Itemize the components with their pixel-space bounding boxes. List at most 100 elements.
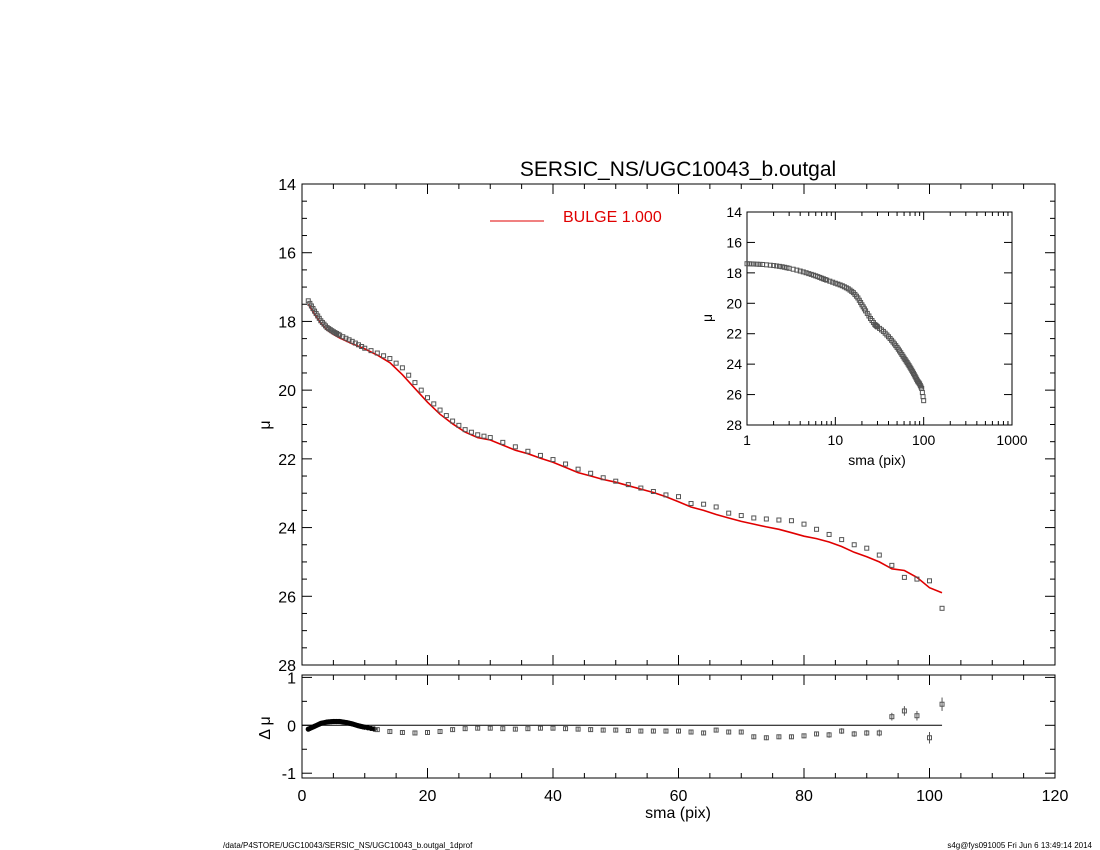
inset-data-point	[777, 263, 783, 269]
profile-data-point	[726, 510, 732, 516]
profile-data-point	[738, 513, 744, 519]
residual-y-axis-label: Δ μ	[257, 716, 274, 739]
x-tick-label: 120	[1042, 788, 1069, 805]
residual-data-point	[763, 735, 769, 741]
profile-data-point	[456, 422, 462, 428]
residual-data-point	[876, 730, 882, 736]
residual-data-point	[412, 730, 418, 736]
residual-data-point	[525, 726, 531, 732]
residual-data-point	[563, 726, 569, 732]
profile-data-point	[613, 478, 619, 484]
profile-data-point	[676, 494, 681, 500]
profile-data-point	[399, 365, 405, 371]
inset-y-tick-label: 20	[726, 295, 742, 311]
inset-data-point	[824, 277, 830, 283]
residual-data-point	[613, 727, 619, 733]
legend-label: BULGE 1.000	[563, 209, 662, 226]
profile-data-point	[701, 501, 707, 507]
residual-data-point	[650, 728, 656, 734]
residual-data-point	[738, 729, 744, 735]
residual-data-point	[425, 729, 430, 735]
profile-data-point	[763, 516, 769, 522]
x-tick-label: 60	[670, 788, 688, 805]
bulge-model-line	[307, 303, 943, 594]
residual-y-tick-label: -1	[282, 766, 296, 783]
residual-data-point	[726, 729, 732, 735]
inset-y-tick-label: 26	[726, 387, 742, 403]
residual-data-point	[713, 727, 719, 733]
profile-data-point	[563, 461, 569, 467]
profile-data-point	[650, 488, 656, 494]
profile-data-point	[374, 350, 380, 356]
profile-data-point	[864, 545, 870, 551]
residual-data-point	[399, 729, 405, 735]
profile-data-point	[425, 395, 430, 401]
residual-data-point	[487, 725, 493, 731]
profile-data-point	[814, 526, 820, 532]
footer-timestamp: s4g@fys091005 Fri Jun 6 13:49:14 2014	[947, 841, 1092, 850]
inset-data-point	[803, 270, 809, 276]
residual-y-tick-label: 0	[287, 718, 296, 735]
profile-data-point	[914, 576, 920, 582]
profile-data-point	[443, 413, 449, 419]
residual-data-point	[688, 729, 694, 735]
residual-data-point	[864, 730, 870, 736]
residual-data-point	[638, 728, 644, 734]
residual-data-point	[826, 732, 832, 738]
residual-data-point	[814, 731, 820, 737]
profile-data-point	[588, 470, 594, 476]
x-tick-label: 0	[298, 788, 307, 805]
residual-data-point	[839, 728, 845, 734]
main-y-tick-label: 28	[278, 658, 296, 675]
profile-data-point	[939, 605, 945, 611]
profile-data-point	[625, 482, 631, 488]
residual-data-point	[462, 726, 468, 732]
profile-data-point	[876, 552, 882, 558]
inset-x-axis-label: sma (pix)	[848, 452, 906, 468]
inset-x-tick-label: 1	[743, 432, 751, 448]
residual-data-point	[788, 734, 794, 740]
profile-data-point	[901, 574, 907, 580]
profile-data-point	[387, 356, 393, 362]
residual-data-point	[512, 726, 518, 732]
profile-data-point	[475, 432, 481, 438]
residual-data-point	[851, 731, 857, 737]
inset-data-point	[757, 261, 763, 267]
profile-data-point	[393, 360, 399, 366]
profile-data-point	[550, 457, 556, 463]
main-y-tick-label: 22	[278, 452, 296, 469]
residual-data-point	[500, 726, 506, 732]
inset-y-tick-label: 14	[726, 204, 742, 220]
profile-data-point	[638, 485, 644, 491]
residual-x-axis-label: sma (pix)	[645, 805, 711, 822]
profile-data-point	[418, 387, 424, 393]
profile-data-point	[481, 433, 487, 439]
residual-data-point	[801, 733, 807, 739]
footer-path: /data/P4STORE/UGC10043/SERSIC_NS/UGC1004…	[223, 841, 473, 850]
main-plot: 14 16 18 20 22 24 26 28	[278, 177, 1056, 675]
inset-data-point	[767, 262, 773, 268]
residual-data-point	[939, 701, 945, 707]
inset-data-point	[827, 278, 833, 284]
inset-data-point	[751, 261, 757, 267]
inset-x-tick-label: 100	[912, 432, 936, 448]
residual-data-point	[927, 735, 932, 741]
x-tick-label: 80	[795, 788, 813, 805]
profile-data-point	[776, 517, 782, 523]
x-tick-label: 40	[544, 788, 562, 805]
residual-data-point	[537, 725, 543, 731]
residual-data-point	[676, 728, 681, 734]
main-y-tick-label: 14	[278, 177, 296, 194]
inset-data-point	[830, 279, 836, 285]
profile-data-point	[462, 427, 468, 433]
inset-y-tick-label: 22	[726, 326, 742, 342]
residual-y-tick-label: 1	[287, 670, 296, 687]
inset-plot: 14 16 18 20 22 24 26 281 10 100 1000	[726, 204, 1027, 448]
profile-data-point	[575, 466, 581, 472]
main-y-tick-label: 20	[278, 383, 296, 400]
profile-data-point	[889, 562, 895, 568]
inset-data-point	[921, 398, 927, 404]
residual-data-point	[600, 727, 606, 733]
residual-data-point	[914, 713, 920, 719]
